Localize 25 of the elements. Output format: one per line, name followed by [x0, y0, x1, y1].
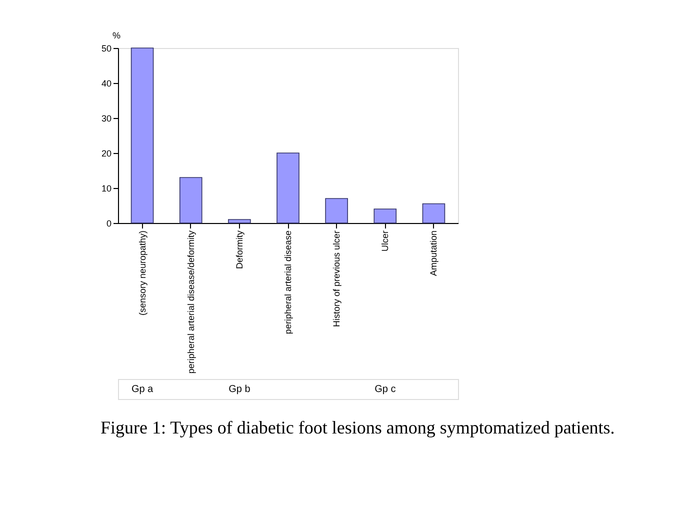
text: Figure 1: Types of diabetic foot lesions among symptomatized patients. — [100, 418, 615, 438]
text: Gp a — [131, 384, 154, 395]
x-tick-label: peripheral arterial disease/deformity — [186, 230, 196, 374]
bar — [179, 177, 202, 224]
x-tick-label: History of previous ulcer — [332, 230, 342, 328]
x-tick-label: Amputation — [428, 230, 439, 276]
x-tick-label: (sensory neuropathy) — [137, 230, 148, 316]
y-axis-title: % — [112, 30, 121, 40]
bar — [374, 208, 397, 224]
text: Gp b — [228, 384, 251, 395]
y-tick-label: 30 — [101, 114, 112, 124]
bar — [325, 198, 348, 224]
y-tick-label: 20 — [101, 148, 112, 158]
x-tick-label: Ulcer — [380, 230, 390, 252]
y-tick-label: 10 — [101, 184, 112, 194]
text: Gp c — [374, 384, 396, 395]
bar — [422, 203, 446, 224]
x-tick-label: Deformity — [234, 230, 244, 270]
x-tick-label: peripheral arterial disease — [283, 230, 293, 334]
y-tick-label: 50 — [101, 44, 112, 54]
bar — [130, 48, 154, 224]
bar — [228, 219, 251, 224]
y-tick-label: 40 — [101, 78, 112, 88]
y-tick-label: 0 — [106, 218, 112, 228]
bar — [276, 152, 300, 224]
